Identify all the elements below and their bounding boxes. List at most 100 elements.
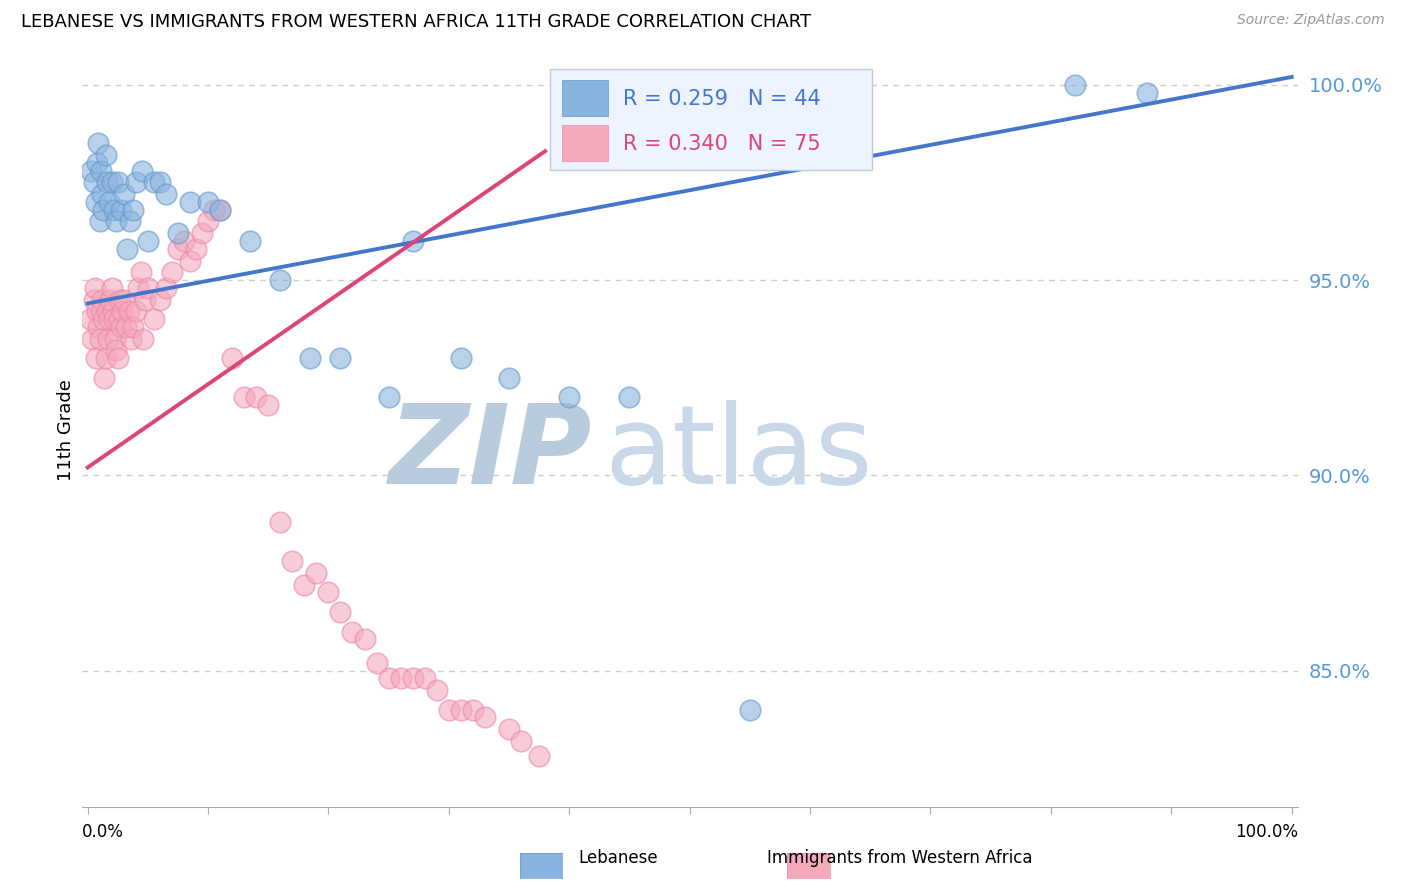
Point xyxy=(94,148,117,162)
Point xyxy=(389,672,412,686)
Point xyxy=(110,202,132,217)
Point xyxy=(149,175,172,189)
Text: atlas: atlas xyxy=(605,400,873,507)
Point xyxy=(96,175,118,189)
Point xyxy=(510,734,533,748)
Point xyxy=(100,175,122,189)
Point xyxy=(90,163,112,178)
Point xyxy=(257,398,280,412)
Point xyxy=(134,293,156,307)
Point xyxy=(111,304,134,318)
Text: ZIP: ZIP xyxy=(389,400,592,507)
Point xyxy=(125,304,148,318)
Point xyxy=(498,722,520,736)
Y-axis label: 11th Grade: 11th Grade xyxy=(56,379,75,482)
Point xyxy=(84,351,107,366)
Point xyxy=(619,390,641,404)
Point xyxy=(527,749,550,764)
Point xyxy=(86,304,108,318)
Point xyxy=(413,672,436,686)
Point xyxy=(299,351,322,366)
Point xyxy=(149,293,172,307)
Point xyxy=(136,281,159,295)
Point xyxy=(83,175,105,189)
Point xyxy=(142,175,165,189)
Point xyxy=(498,370,520,384)
Point xyxy=(132,332,155,346)
Point xyxy=(461,703,484,717)
Point xyxy=(115,319,138,334)
Point xyxy=(98,312,121,326)
Point xyxy=(474,710,496,724)
Point xyxy=(366,656,388,670)
Point xyxy=(450,351,472,366)
Point xyxy=(91,187,114,202)
Point xyxy=(269,273,291,287)
Point xyxy=(1064,78,1087,92)
Point xyxy=(155,187,177,202)
Point xyxy=(122,319,145,334)
Point xyxy=(83,281,105,295)
Point xyxy=(208,202,231,217)
Point xyxy=(94,351,117,366)
Point xyxy=(84,194,107,209)
Point xyxy=(202,202,225,217)
Point xyxy=(97,332,120,346)
Point xyxy=(437,703,460,717)
Point xyxy=(104,332,127,346)
Point xyxy=(120,332,142,346)
Point xyxy=(108,293,131,307)
Bar xyxy=(562,80,609,116)
Point xyxy=(107,351,129,366)
Point xyxy=(122,202,145,217)
Point xyxy=(86,156,108,170)
Point xyxy=(91,312,114,326)
Point xyxy=(103,202,125,217)
Bar xyxy=(562,125,609,161)
Point xyxy=(107,175,129,189)
Point xyxy=(353,632,375,647)
Point xyxy=(305,566,328,580)
Point xyxy=(93,370,115,384)
Point xyxy=(131,163,153,178)
Point xyxy=(142,312,165,326)
Point xyxy=(450,703,472,717)
Point xyxy=(117,304,139,318)
Point xyxy=(1136,86,1159,100)
Text: 100.0%: 100.0% xyxy=(1234,822,1298,840)
Point xyxy=(191,226,214,240)
Point xyxy=(160,265,183,279)
Point xyxy=(245,390,267,404)
Point xyxy=(318,585,340,599)
Point xyxy=(269,515,291,529)
Point xyxy=(118,214,141,228)
Point xyxy=(101,304,124,318)
Point xyxy=(426,683,449,698)
Point xyxy=(239,234,262,248)
Point xyxy=(105,343,128,358)
Point xyxy=(80,163,103,178)
Point xyxy=(155,281,177,295)
Point xyxy=(179,194,201,209)
Text: Immigrants from Western Africa: Immigrants from Western Africa xyxy=(768,849,1032,867)
Text: LEBANESE VS IMMIGRANTS FROM WESTERN AFRICA 11TH GRADE CORRELATION CHART: LEBANESE VS IMMIGRANTS FROM WESTERN AFRI… xyxy=(21,13,811,31)
Point xyxy=(233,390,256,404)
Point xyxy=(110,319,132,334)
Point xyxy=(117,242,139,256)
Point xyxy=(127,281,149,295)
Point xyxy=(377,390,399,404)
Text: R = 0.259   N = 44: R = 0.259 N = 44 xyxy=(623,88,821,109)
Point xyxy=(91,202,114,217)
Point xyxy=(377,672,399,686)
Point xyxy=(167,226,190,240)
Point xyxy=(125,175,148,189)
Point xyxy=(558,390,581,404)
Point xyxy=(112,293,135,307)
Point xyxy=(103,312,125,326)
Point xyxy=(100,293,122,307)
Point xyxy=(79,312,101,326)
Point xyxy=(342,624,364,639)
Text: Lebanese: Lebanese xyxy=(579,849,658,867)
Point xyxy=(90,304,112,318)
Point xyxy=(129,265,152,279)
